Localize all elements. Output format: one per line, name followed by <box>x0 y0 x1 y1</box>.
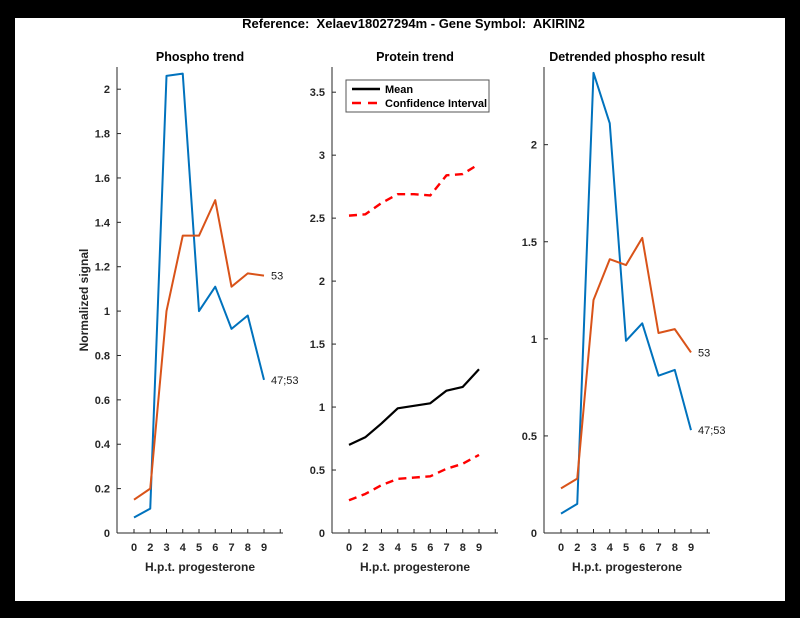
x-tick-label: 3 <box>378 542 384 554</box>
x-tick-label: 2 <box>574 542 580 554</box>
subplot-phospho-trend: 0 2 3 4 5 6 7 8 900.20.40.60.811.21.41.61.8247;5… <box>77 50 299 574</box>
x-tick-label: 5 <box>411 542 417 554</box>
y-tick-label: 2 <box>531 140 537 152</box>
y-tick-label: 0.4 <box>95 439 111 451</box>
y-tick-label: 1.8 <box>95 129 110 141</box>
plot-title: Phospho trend <box>156 50 244 64</box>
x-tick-label: 9 <box>688 542 694 554</box>
y-tick-label: 0 <box>104 528 110 540</box>
y-tick-label: 3 <box>319 150 325 162</box>
x-tick-label: 4 <box>607 542 614 554</box>
y-tick-label: 0.2 <box>95 484 110 496</box>
legend: Mean Confidence Interval <box>345 79 490 113</box>
y-tick-label: 0.5 <box>522 431 537 443</box>
y-tick-label: 0.8 <box>95 350 110 362</box>
y-tick-label: 1.4 <box>95 217 111 229</box>
x-tick-label: 8 <box>672 542 678 554</box>
x-tick-label: 4 <box>395 542 402 554</box>
series-line-detrended-site-47-53 <box>560 71 692 515</box>
x-tick-label: 7 <box>443 542 449 554</box>
y-tick-label: 1 <box>531 334 537 346</box>
legend-box <box>345 79 490 113</box>
x-axis-label: H.p.t. progesterone <box>572 560 682 574</box>
y-tick-label: 0 <box>531 528 537 540</box>
series-line-phospho-site-53 <box>133 199 265 501</box>
x-tick-label: 5 <box>196 542 202 554</box>
series-end-label: 53 <box>698 347 710 359</box>
y-tick-label: 0.5 <box>310 465 325 477</box>
y-tick-label: 0.6 <box>95 395 110 407</box>
x-tick-label: 3 <box>590 542 596 554</box>
y-tick-label: 1.2 <box>95 262 110 274</box>
x-tick-label: 9 <box>261 542 267 554</box>
series-line-mean <box>348 368 480 446</box>
series-line-confidence-interval-lower <box>348 453 480 502</box>
series-end-label: 47;53 <box>271 375 299 387</box>
plot-title: Protein trend <box>376 50 454 64</box>
x-tick-label: 9 <box>476 542 482 554</box>
x-tick-label: 7 <box>228 542 234 554</box>
series-end-label: 47;53 <box>698 425 726 437</box>
y-axis-label: Normalized signal <box>77 249 91 352</box>
series-line-detrended-site-53 <box>560 236 692 490</box>
y-tick-label: 2 <box>104 84 110 96</box>
x-tick-label: 6 <box>639 542 645 554</box>
x-tick-label: 4 <box>180 542 187 554</box>
y-tick-label: 2 <box>319 276 325 288</box>
x-tick-label: 8 <box>245 542 251 554</box>
x-tick-label: 2 <box>147 542 153 554</box>
y-tick-label: 3.5 <box>310 87 325 99</box>
x-tick-label: 8 <box>460 542 466 554</box>
series-end-label: 53 <box>271 271 283 283</box>
x-axis-label: H.p.t. progesterone <box>145 560 255 574</box>
x-tick-label: 6 <box>427 542 433 554</box>
x-tick-label: 7 <box>655 542 661 554</box>
series-line-phospho-site-47-53 <box>133 72 265 519</box>
figure-background <box>15 18 785 601</box>
y-tick-label: 1 <box>319 402 325 414</box>
y-tick-label: 1 <box>104 306 110 318</box>
x-tick-label: 5 <box>623 542 629 554</box>
x-axis-label: H.p.t. progesterone <box>360 560 470 574</box>
y-tick-label: 1.5 <box>310 339 325 351</box>
figure-title: Reference: Xelaev18027294m - Gene Symbol… <box>242 16 585 31</box>
x-tick-label: 3 <box>163 542 169 554</box>
x-tick-label: 0 <box>131 542 137 554</box>
x-tick-label: 0 <box>558 542 564 554</box>
legend-label: Mean <box>385 84 413 96</box>
x-tick-label: 2 <box>362 542 368 554</box>
y-tick-label: 2.5 <box>310 213 325 225</box>
y-tick-label: 1.6 <box>95 173 110 185</box>
y-tick-label: 1.5 <box>522 237 537 249</box>
legend-label: Confidence Interval <box>385 98 487 110</box>
y-tick-label: 0 <box>319 528 325 540</box>
x-tick-label: 6 <box>212 542 218 554</box>
plot-title: Detrended phospho result <box>549 50 705 64</box>
x-tick-label: 0 <box>346 542 352 554</box>
series-line-confidence-interval-upper <box>348 162 480 217</box>
